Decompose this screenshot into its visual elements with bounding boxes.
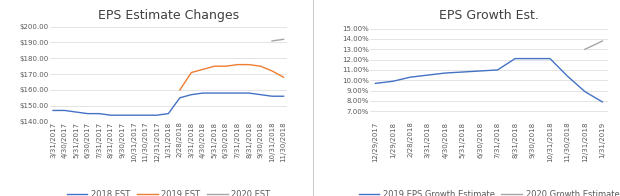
2019 EPS Growth Estimate	[581, 90, 588, 93]
2018 EST	[176, 97, 184, 99]
2019 EPS Growth Estimate	[389, 80, 397, 83]
2019 EST	[246, 64, 253, 66]
2018 EST	[268, 95, 276, 97]
Legend: 2019 EPS Growth Estimate, 2020 Growth Estimate: 2019 EPS Growth Estimate, 2020 Growth Es…	[355, 186, 620, 196]
2018 EST	[199, 92, 206, 94]
2018 EST	[130, 114, 138, 116]
2019 EST	[268, 70, 276, 72]
Line: 2020 Growth Estimate: 2020 Growth Estimate	[585, 41, 603, 49]
2018 EST	[246, 92, 253, 94]
2018 EST	[61, 109, 68, 112]
Legend: 2018 EST, 2019 EST, 2020 EST: 2018 EST, 2019 EST, 2020 EST	[63, 186, 273, 196]
2018 EST	[50, 109, 57, 112]
Line: 2020 EST: 2020 EST	[272, 39, 283, 41]
2020 Growth Estimate	[599, 40, 606, 42]
2019 EPS Growth Estimate	[371, 82, 379, 84]
2018 EST	[107, 114, 115, 116]
2019 EPS Growth Estimate	[564, 75, 571, 77]
2018 EST	[211, 92, 218, 94]
2019 EST	[280, 76, 287, 78]
Line: 2018 EST: 2018 EST	[53, 93, 283, 115]
Title: EPS Growth Est.: EPS Growth Est.	[439, 9, 539, 22]
2019 EST	[234, 64, 241, 66]
2020 EST	[280, 38, 287, 41]
2018 EST	[164, 113, 172, 115]
2019 EPS Growth Estimate	[424, 74, 432, 76]
2019 EPS Growth Estimate	[441, 72, 449, 74]
2019 EPS Growth Estimate	[459, 71, 466, 73]
2018 EST	[153, 114, 161, 116]
2018 EST	[188, 93, 195, 96]
Title: EPS Estimate Changes: EPS Estimate Changes	[98, 9, 239, 22]
2019 EPS Growth Estimate	[512, 57, 519, 60]
Line: 2019 EPS Growth Estimate: 2019 EPS Growth Estimate	[375, 59, 603, 102]
2019 EPS Growth Estimate	[494, 69, 502, 71]
2020 Growth Estimate	[581, 48, 588, 51]
2018 EST	[257, 93, 264, 96]
Line: 2019 EST: 2019 EST	[180, 65, 283, 90]
2018 EST	[141, 114, 149, 116]
2019 EST	[199, 68, 206, 71]
2019 EPS Growth Estimate	[546, 57, 554, 60]
2018 EST	[118, 114, 126, 116]
2018 EST	[95, 113, 103, 115]
2018 EST	[84, 113, 91, 115]
2019 EST	[222, 65, 229, 67]
2018 EST	[73, 111, 80, 113]
2019 EPS Growth Estimate	[476, 70, 484, 72]
2020 EST	[268, 40, 276, 42]
2019 EST	[257, 65, 264, 67]
2018 EST	[222, 92, 229, 94]
2019 EPS Growth Estimate	[407, 76, 414, 78]
2019 EST	[211, 65, 218, 67]
2019 EPS Growth Estimate	[529, 57, 536, 60]
2018 EST	[234, 92, 241, 94]
2019 EST	[176, 89, 184, 91]
2019 EST	[188, 71, 195, 74]
2019 EPS Growth Estimate	[599, 101, 606, 103]
2018 EST	[280, 95, 287, 97]
